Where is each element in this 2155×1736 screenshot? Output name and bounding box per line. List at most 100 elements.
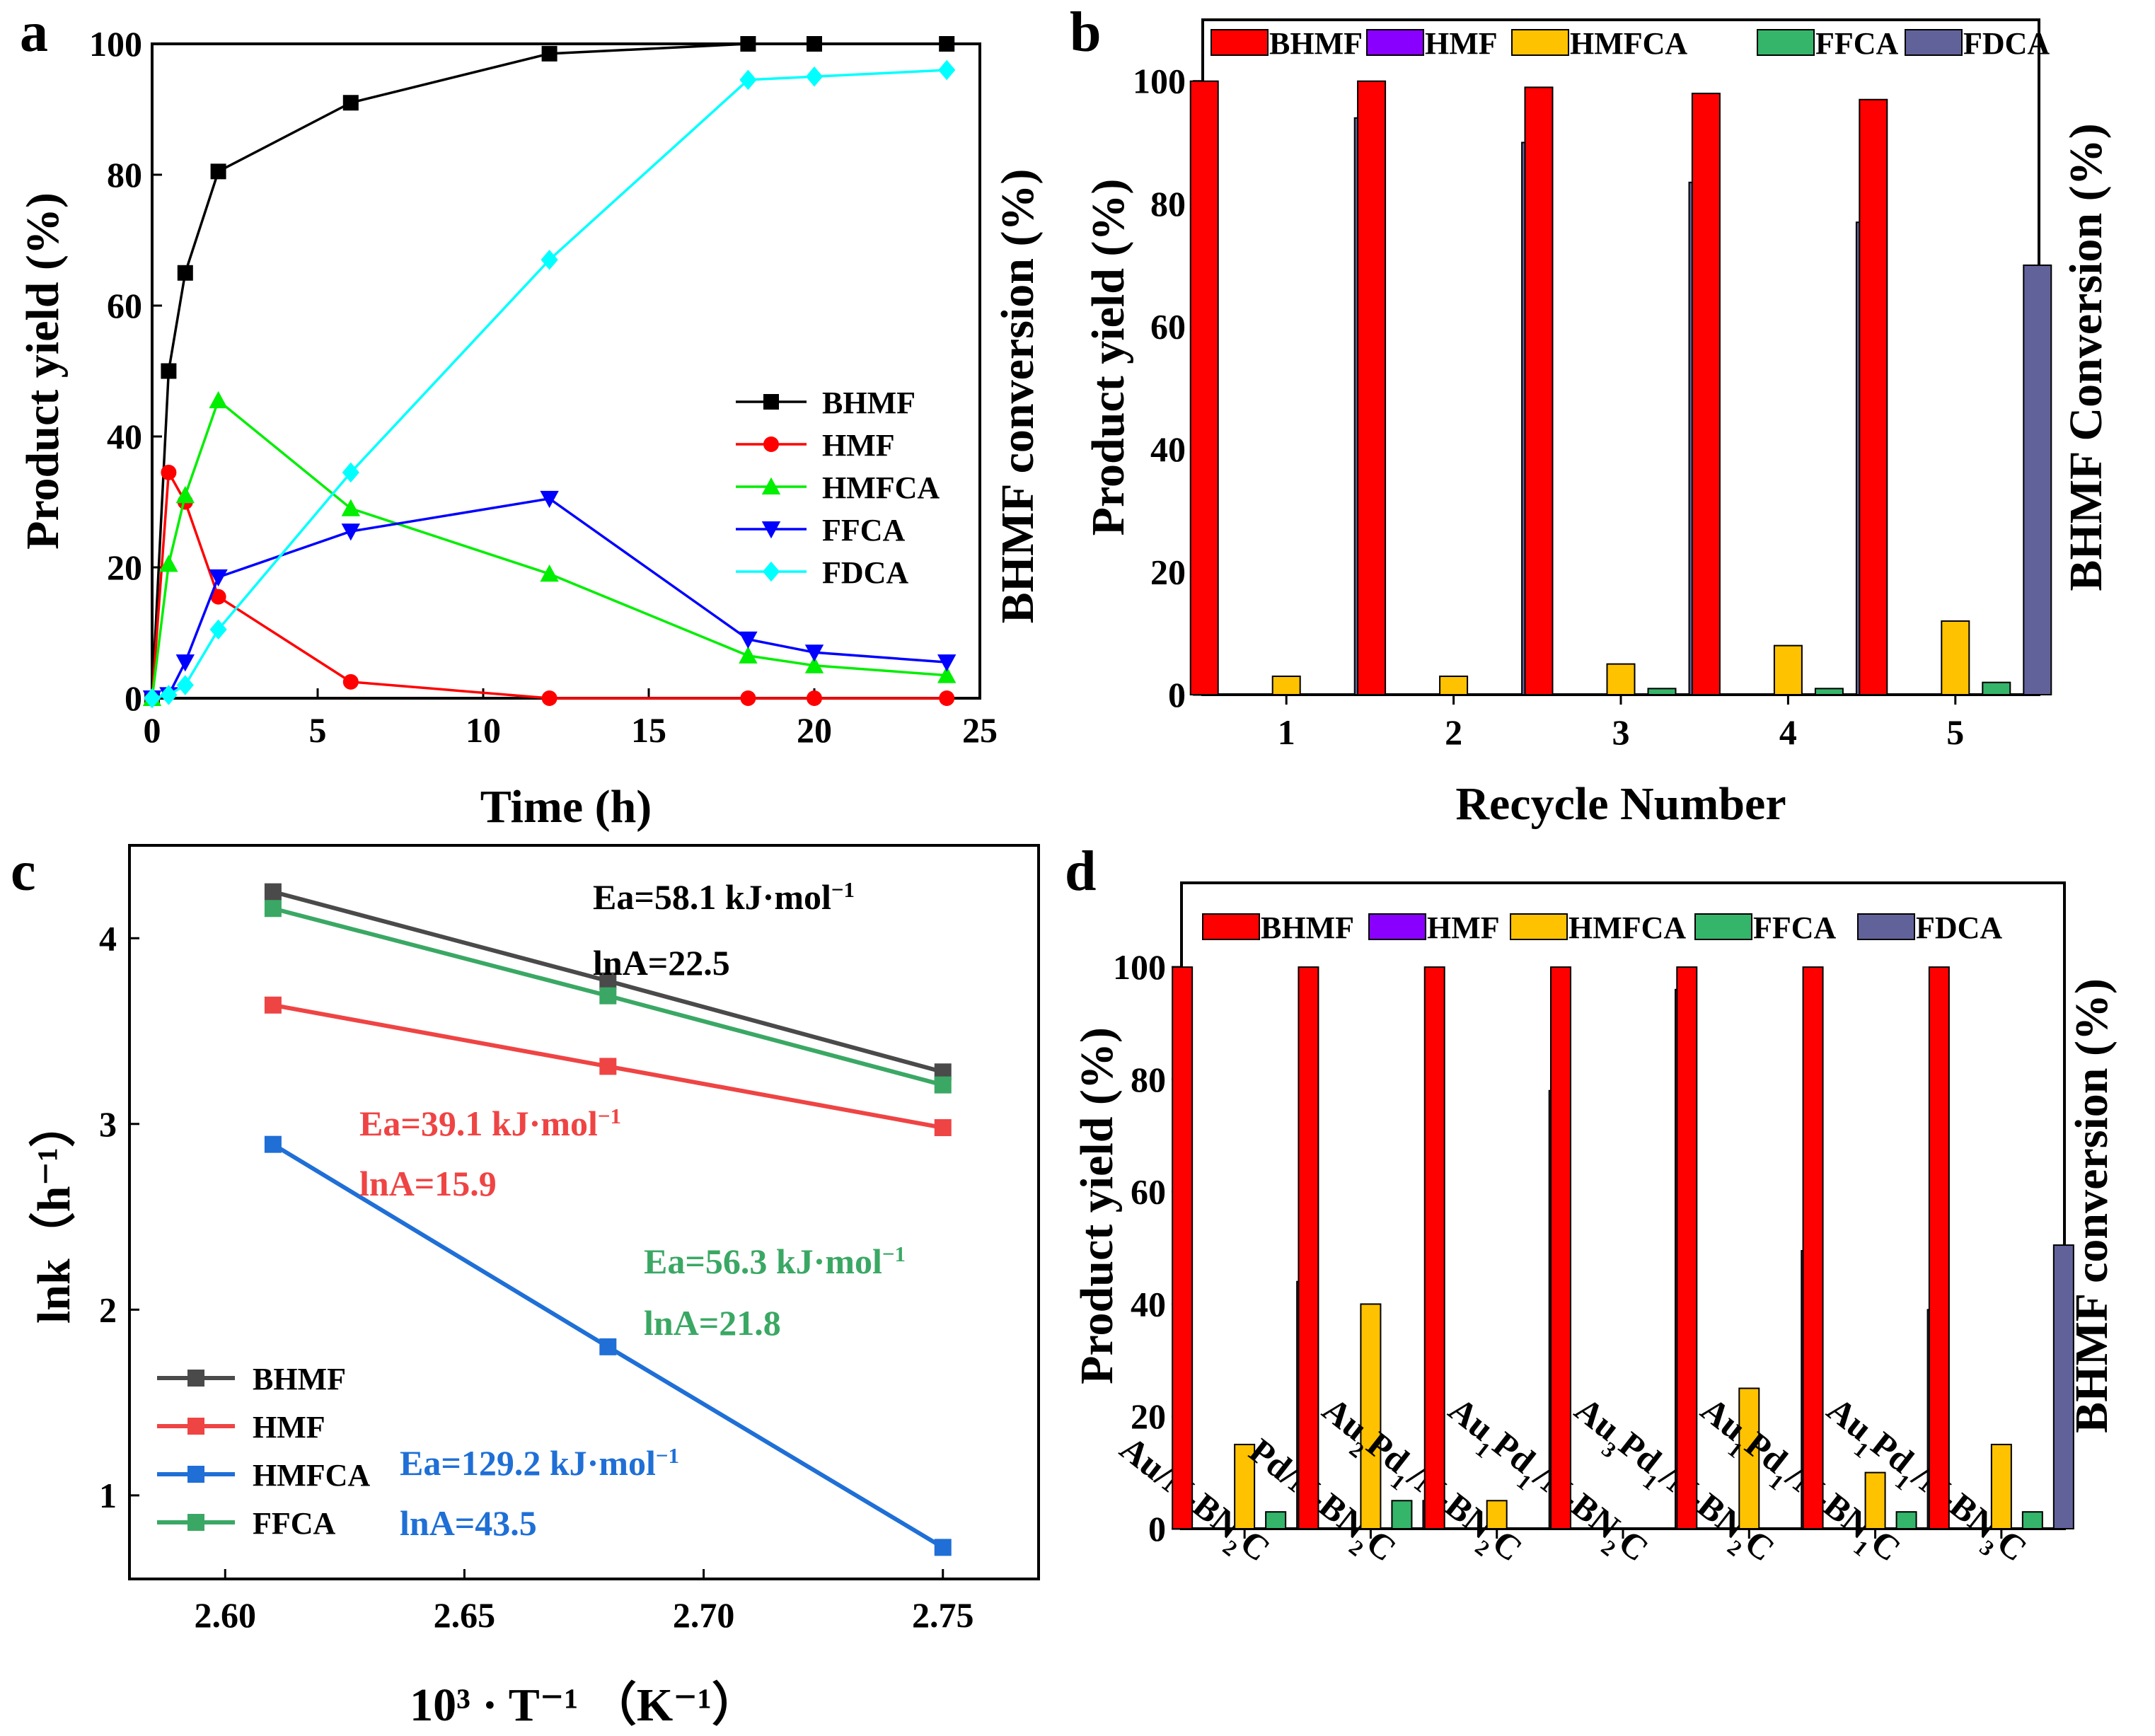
panel-d-bar-HMFCA bbox=[1864, 1471, 1886, 1529]
panel-d: d020406080100Au/N-BN2CPd/N-BN2CAu2Pd1/N-… bbox=[1065, 840, 2118, 1569]
panel-c-annot-lna-HMFCA: lnA=43.5 bbox=[400, 1503, 537, 1543]
panel-c-annot-ea-BHMF-part: Ea=58.1 kJ·mol bbox=[593, 877, 831, 917]
panel-d-bar-HMFCA bbox=[1360, 1303, 1382, 1530]
panel-a-legend-marker-FDCA bbox=[762, 561, 780, 582]
panel-a-point-HMF bbox=[541, 690, 557, 706]
panel-c-legend-marker-FFCA bbox=[187, 1514, 204, 1531]
panel-d-xtick-label-part: /N-BN bbox=[1653, 1456, 1754, 1547]
panel-a-point-FFCA bbox=[739, 631, 758, 649]
panel-a-point-FDCA bbox=[541, 249, 558, 270]
panel-a-point-FFCA bbox=[209, 569, 228, 587]
panel-d-bar-BHMF bbox=[1928, 966, 1950, 1529]
panel-b-xtick-label: 2 bbox=[1445, 712, 1462, 752]
panel-d-xtick-label-part: /N-BN bbox=[1526, 1456, 1627, 1547]
panel-b-legend-label-FDCA: FDCA bbox=[1963, 26, 2050, 61]
panel-d-ylabel-right: BHMF conversion (%) bbox=[2066, 978, 2118, 1433]
panel-c-annot-ea-HMFCA: Ea=129.2 kJ·mol−1 bbox=[400, 1443, 679, 1483]
panel-c-legend-marker-BHMF bbox=[187, 1370, 204, 1387]
panel-b-bar-BHMF bbox=[1859, 98, 1888, 695]
panel-d-legend-label-FDCA: FDCA bbox=[1916, 910, 2002, 945]
panel-c-ylabel: lnk（h⁻¹） bbox=[28, 1101, 80, 1324]
panel-c-point-HMFCA bbox=[264, 1135, 282, 1153]
panel-d-legend-label-HMF: HMF bbox=[1427, 910, 1500, 945]
panel-a-point-FDCA bbox=[938, 59, 956, 81]
panel-c-ytick-label: 3 bbox=[99, 1104, 117, 1144]
panel-c-legend-label-HMFCA: HMFCA bbox=[253, 1458, 370, 1493]
panel-b-ytick-label: 100 bbox=[1133, 62, 1186, 101]
panel-b-bar-FDCA bbox=[2023, 264, 2052, 695]
panel-a-point-FFCA bbox=[175, 654, 195, 672]
panel-a-xlabel: Time (h) bbox=[480, 781, 652, 833]
panel-c-point-BHMF bbox=[264, 883, 282, 901]
panel-a-point-HMFCA bbox=[159, 555, 178, 572]
panel-a-legend-marker-BHMF bbox=[763, 394, 779, 410]
panel-d-xtick-label-part: Pd bbox=[1486, 1424, 1543, 1481]
panel-c-point-FFCA bbox=[599, 987, 617, 1005]
panel-d-bar-HMFCA bbox=[1234, 1443, 1256, 1530]
panel-a-point-HMFCA bbox=[341, 499, 360, 516]
panel-d-bar-BHMF bbox=[1423, 966, 1445, 1529]
panel-b-ylabel: Product yield (%) bbox=[1082, 179, 1134, 536]
panel-d-bar-BHMF bbox=[1802, 966, 1824, 1529]
panel-a-point-BHMF bbox=[807, 36, 822, 52]
panel-b-xtick-label: 3 bbox=[1612, 712, 1630, 752]
panel-b-legend-swatch-HMFCA bbox=[1511, 29, 1569, 56]
panel-d-bar-FFCA bbox=[1265, 1511, 1287, 1530]
panel-d-bar-BHMF bbox=[1172, 966, 1194, 1529]
panel-a-ylabel: Product yield (%) bbox=[17, 192, 69, 550]
panel-a-xtick-label: 15 bbox=[631, 710, 666, 750]
panel-b: b 0 20 40 60 80 100 1 2 3 4 5 Recycle Number Product … bbox=[992, 1, 2112, 830]
panel-d-xtick-label-part: /N-BN bbox=[1400, 1456, 1501, 1547]
panel-b-ylabel-right: BHMF Conversion (%) bbox=[2060, 123, 2112, 591]
panel-c-annot-ea-BHMF: Ea=58.1 kJ·mol−1 bbox=[593, 877, 855, 918]
panel-a-point-FFCA bbox=[937, 654, 957, 672]
panel-d-xtick-label-part: Pd bbox=[1612, 1424, 1669, 1481]
panel-a-point-FDCA bbox=[209, 619, 227, 640]
panel-d-letter: d bbox=[1065, 840, 1097, 903]
panel-b-xtick-label: 4 bbox=[1779, 712, 1797, 752]
panel-a-xtick-label: 20 bbox=[797, 710, 832, 750]
panel-b-bar-FFCA bbox=[1814, 688, 1844, 695]
panel-d-ylabel: Product yield (%) bbox=[1071, 1027, 1123, 1384]
panel-a-legend-marker-FFCA bbox=[761, 521, 781, 539]
panel-a-point-FDCA bbox=[176, 675, 194, 695]
panel-c-point-HMFCA bbox=[599, 1338, 617, 1355]
panel-d-xtick-label-part: /N-BN bbox=[1779, 1456, 1880, 1547]
panel-c-legend-label-BHMF: BHMF bbox=[253, 1362, 346, 1396]
panel-c-point-HMF bbox=[599, 1058, 617, 1075]
panel-b-xtick-label: 1 bbox=[1278, 712, 1295, 752]
panel-d-legend-label-BHMF: BHMF bbox=[1261, 910, 1354, 945]
panel-a-line-FDCA bbox=[151, 69, 947, 700]
panel-c-ytick-label: 2 bbox=[99, 1290, 117, 1329]
panel-c-legend-marker-HMFCA bbox=[187, 1466, 204, 1483]
panel-c-point-HMF bbox=[264, 996, 282, 1014]
panel-c-xtick-label: 2.70 bbox=[673, 1595, 735, 1635]
panel-b-bar-FFCA bbox=[1647, 688, 1677, 695]
panel-d-bar-HMFCA bbox=[1738, 1387, 1760, 1529]
panel-b-ytick-label: 0 bbox=[1168, 675, 1186, 714]
panel-a-point-HMFCA bbox=[937, 666, 957, 683]
panel-b-bar-HMFCA bbox=[1271, 675, 1301, 695]
panel-b-legend-swatch-FFCA bbox=[1757, 29, 1815, 56]
panel-c-annot-ea-HMFCA-part: Ea=129.2 kJ·mol bbox=[400, 1443, 656, 1483]
panel-d-xtick-label-part: Au bbox=[1441, 1389, 1501, 1448]
panel-b-legend-label-FFCA: FFCA bbox=[1815, 26, 1899, 61]
panel-a-point-HMF bbox=[939, 690, 955, 706]
panel-c-legend-marker-HMF bbox=[187, 1418, 204, 1435]
panel-b-bar-FFCA bbox=[1982, 681, 2011, 695]
panel-a-xtick-label: 0 bbox=[144, 710, 161, 750]
panel-b-letter: b bbox=[1070, 1, 1102, 64]
panel-d-legend-swatch-FDCA bbox=[1857, 913, 1915, 940]
panel-a-ytick-label: 20 bbox=[107, 548, 142, 587]
panel-c-annot-ea-HMF: Ea=39.1 kJ·mol−1 bbox=[359, 1104, 621, 1144]
panel-c: c 2.60 2.65 2.70 2.75 1 2 3 4 10³ · T⁻¹ （K⁻¹） lnk（… bbox=[11, 840, 1040, 1731]
panel-b-bar-HMFCA bbox=[1606, 663, 1636, 695]
panel-c-legend-label-HMF: HMF bbox=[253, 1410, 325, 1445]
panel-d-legend-swatch-FFCA bbox=[1694, 913, 1752, 940]
panel-b-ytick-label: 80 bbox=[1150, 184, 1186, 224]
panel-d-legend-swatch-HMFCA bbox=[1510, 913, 1568, 940]
panel-a-point-BHMF bbox=[177, 265, 193, 281]
panel-a-xtick-label: 5 bbox=[309, 710, 327, 750]
panel-a-point-FDCA bbox=[739, 69, 757, 91]
